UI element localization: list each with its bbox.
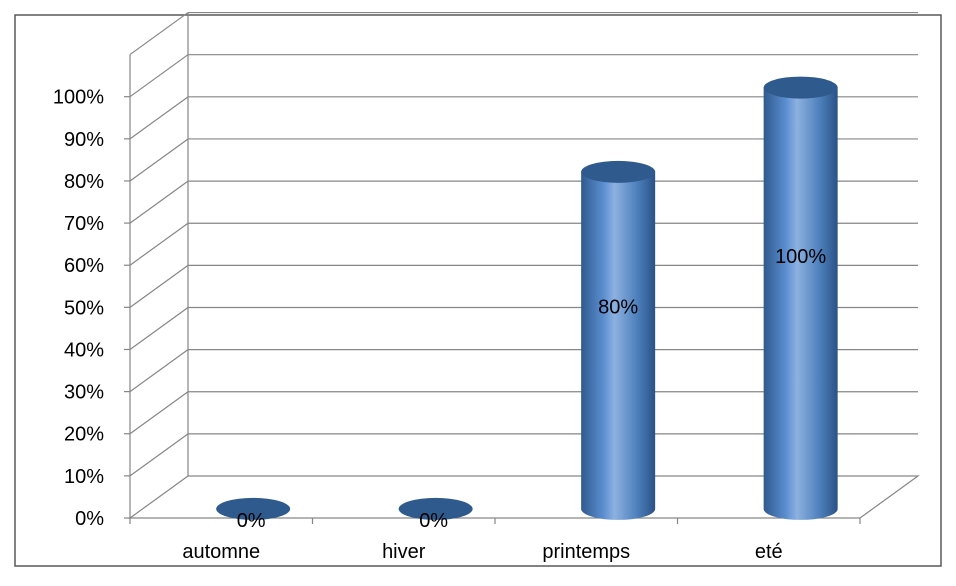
gridline-side <box>129 433 189 477</box>
bar-value-label: 80% <box>598 297 638 319</box>
y-tick-label: 30% <box>64 382 104 404</box>
gridline-side <box>129 12 189 56</box>
bar-value-label: 0% <box>237 510 266 532</box>
gridline-side <box>129 222 189 266</box>
bar-body <box>581 171 656 520</box>
y-tick-label: 100% <box>53 87 104 109</box>
bar <box>216 497 291 520</box>
bar <box>581 160 656 520</box>
gridline-side <box>129 349 189 393</box>
gridline-side <box>129 96 189 140</box>
gridline-side <box>129 306 189 350</box>
gridline-side <box>129 180 189 224</box>
gridline-side <box>129 138 189 182</box>
x-axis-tick-labels: automne hiver printemps eté <box>182 541 782 563</box>
bar-value-label: 100% <box>775 246 826 268</box>
y-tick-label: 60% <box>64 255 104 277</box>
x-tick-label: hiver <box>382 541 426 563</box>
y-tick-label: 0% <box>75 508 104 530</box>
axes <box>124 96 861 524</box>
bar-top <box>216 497 291 520</box>
bar <box>763 76 838 520</box>
gridline-side <box>129 391 189 435</box>
data-labels: 0% 0% 80% 100% <box>237 246 827 532</box>
y-tick-label: 80% <box>64 171 104 193</box>
bar-top <box>763 76 838 99</box>
gridline-side <box>129 54 189 98</box>
y-axis-tick-labels: 0% 10% 20% 30% 40% 50% 60% 70% 80% 90% 100% <box>53 87 104 530</box>
y-tick-label: 40% <box>64 339 104 361</box>
y-tick-label: 70% <box>64 213 104 235</box>
bar <box>398 497 473 520</box>
bar-top <box>581 160 656 183</box>
y-tick-label: 10% <box>64 466 104 488</box>
x-tick-label: automne <box>182 541 260 563</box>
bar-top <box>398 497 473 520</box>
x-tick-label: printemps <box>542 541 630 563</box>
bars <box>216 76 838 520</box>
y-tick-label: 90% <box>64 129 104 151</box>
x-tick-label: eté <box>755 541 783 563</box>
bar-value-label: 0% <box>419 510 448 532</box>
bar-body <box>763 87 838 520</box>
y-tick-label: 20% <box>64 424 104 446</box>
gridline-side <box>129 264 189 308</box>
y-tick-label: 50% <box>64 297 104 319</box>
